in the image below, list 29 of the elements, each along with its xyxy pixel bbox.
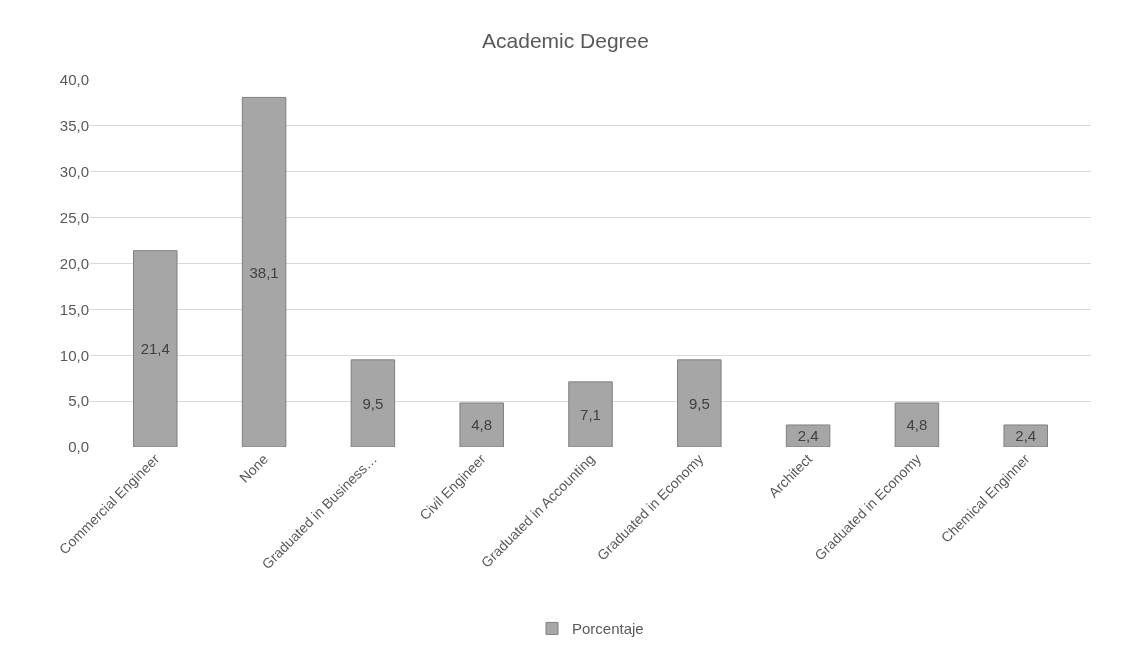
- bar: [894, 402, 940, 447]
- data-label: 7,1: [580, 405, 601, 423]
- bar: [785, 424, 831, 447]
- bar: [133, 250, 178, 447]
- chart-title: Academic Degree: [482, 28, 649, 52]
- data-label: 21,4: [140, 340, 170, 358]
- data-label: 4,8: [906, 416, 928, 434]
- bar: [677, 359, 722, 447]
- data-label: 9,5: [362, 394, 384, 412]
- data-label: 38,1: [249, 263, 279, 281]
- y-tick-label: 15,0: [59, 300, 89, 318]
- y-tick-label: 40,0: [59, 71, 89, 89]
- bar: [1003, 424, 1048, 447]
- bar: [241, 96, 287, 447]
- y-tick-label: 30,0: [59, 163, 89, 180]
- data-label: 2,4: [1015, 427, 1037, 445]
- y-tick-label: 35,0: [59, 117, 89, 135]
- y-tick-label: 25,0: [59, 208, 89, 226]
- data-label: 4,8: [471, 416, 493, 434]
- legend-label: Porcentaje: [572, 620, 644, 638]
- bar: [459, 402, 504, 447]
- bar: [350, 359, 396, 447]
- data-label: 2,4: [797, 427, 819, 445]
- y-tick-label: 0,0: [68, 438, 89, 456]
- y-tick-label: 5,0: [68, 392, 89, 410]
- y-tick-label: 10,0: [59, 346, 89, 364]
- y-tick-label: 20,0: [59, 254, 89, 272]
- bar: [568, 381, 613, 447]
- data-label: 9,5: [688, 394, 710, 412]
